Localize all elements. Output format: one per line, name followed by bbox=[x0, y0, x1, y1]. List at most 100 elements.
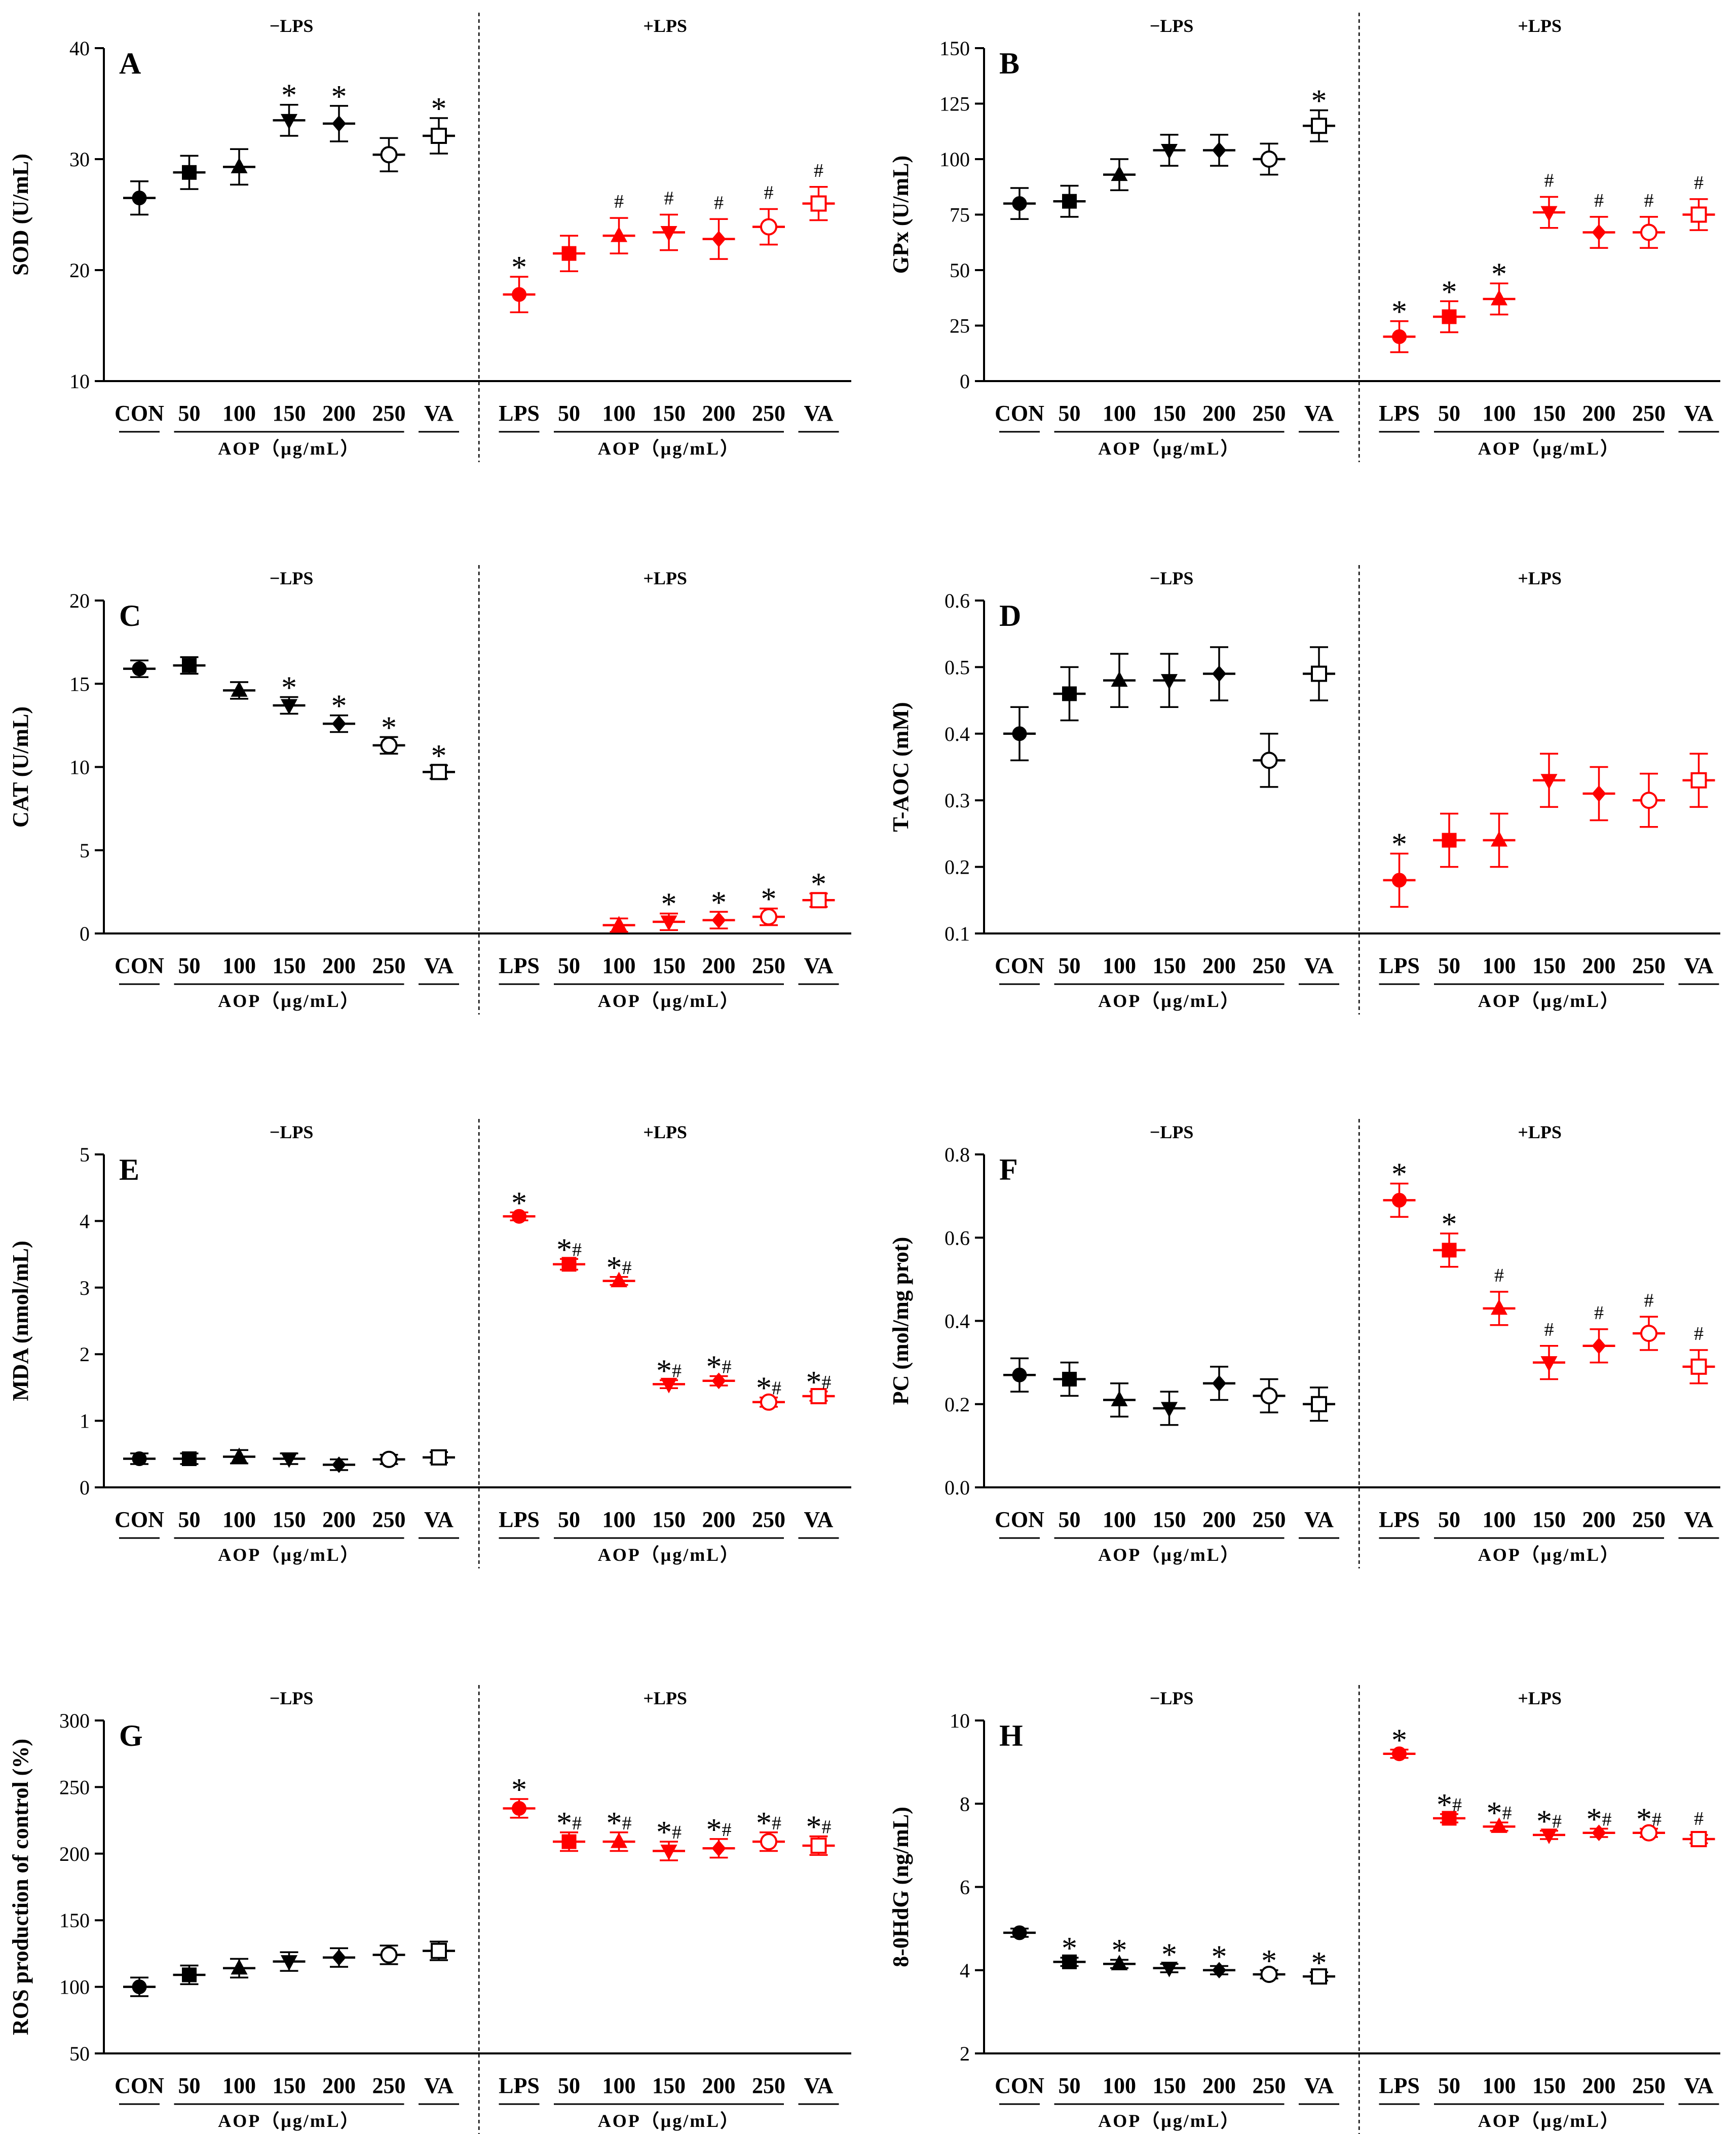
x-tick-label: VA bbox=[424, 401, 454, 426]
data-marker bbox=[711, 1372, 726, 1390]
data-point bbox=[1103, 158, 1136, 192]
data-point: # bbox=[1582, 1302, 1615, 1364]
data-point: * bbox=[372, 710, 405, 755]
data-point: *# bbox=[702, 1350, 735, 1390]
data-point: * bbox=[323, 80, 355, 142]
y-axis-label: 8-0HdG (ng/mL) bbox=[888, 1807, 913, 1967]
data-marker bbox=[1690, 206, 1707, 223]
data-marker bbox=[1490, 1817, 1508, 1833]
data-point: # bbox=[802, 160, 835, 221]
data-marker bbox=[332, 1456, 346, 1473]
x-tick-label: 100 bbox=[222, 2073, 256, 2098]
data-point bbox=[1253, 142, 1286, 176]
y-tick-label: 0.6 bbox=[945, 589, 970, 612]
y-tick-label: 0.2 bbox=[945, 1393, 970, 1416]
data-point bbox=[1633, 772, 1665, 828]
data-marker bbox=[1212, 1962, 1226, 1979]
y-tick-label: 125 bbox=[939, 93, 970, 116]
data-marker bbox=[1592, 224, 1606, 241]
significance-mark: *# bbox=[656, 1354, 682, 1388]
data-point: # bbox=[702, 192, 735, 260]
significance-mark: *# bbox=[806, 1365, 832, 1400]
data-point bbox=[1203, 134, 1235, 167]
data-point: * bbox=[802, 867, 835, 909]
x-tick-label: 50 bbox=[558, 953, 580, 978]
data-point bbox=[173, 656, 206, 675]
x-tick-label: 100 bbox=[1483, 1507, 1516, 1532]
x-tick-label: 150 bbox=[1153, 401, 1186, 426]
x-tick-label: VA bbox=[424, 2073, 454, 2098]
data-marker bbox=[1540, 1828, 1558, 1845]
y-tick-label: 5 bbox=[80, 839, 90, 862]
y-tick-label: 15 bbox=[69, 672, 90, 695]
data-marker bbox=[280, 1955, 298, 1971]
y-tick-label: 0 bbox=[80, 1476, 90, 1499]
data-marker bbox=[1012, 726, 1027, 741]
data-marker bbox=[1690, 1358, 1707, 1375]
x-tick-label: 200 bbox=[1582, 2073, 1616, 2098]
x-tick-label: 250 bbox=[1253, 2073, 1286, 2098]
significance-mark: *# bbox=[1587, 1803, 1612, 1837]
y-axis-label: MDA (nmol/mL) bbox=[8, 1241, 33, 1401]
significance-mark: * bbox=[711, 885, 727, 920]
data-marker bbox=[660, 1845, 677, 1860]
x-tick-label: 150 bbox=[1532, 401, 1566, 426]
data-marker bbox=[1212, 665, 1226, 682]
x-tick-label: 250 bbox=[372, 1507, 406, 1532]
data-marker bbox=[1260, 752, 1278, 769]
data-point: *# bbox=[1633, 1803, 1665, 1842]
data-marker bbox=[561, 1257, 577, 1272]
aop-label: AOP（μg/mL） bbox=[218, 2111, 360, 2131]
data-marker bbox=[561, 246, 577, 261]
data-marker bbox=[380, 146, 398, 164]
x-tick-label: 50 bbox=[1059, 1507, 1081, 1532]
aop-label: AOP（μg/mL） bbox=[1098, 438, 1240, 459]
data-point: * bbox=[1303, 84, 1335, 142]
x-tick-label: 250 bbox=[1253, 1507, 1286, 1532]
x-tick-label: CON bbox=[995, 2073, 1044, 2098]
data-marker bbox=[1111, 1391, 1128, 1407]
y-tick-label: 40 bbox=[69, 37, 90, 60]
data-marker bbox=[431, 764, 447, 780]
significance-mark: * bbox=[1311, 84, 1327, 119]
chart-panel-d: 0.1 0.2 0.3 0.4 0.5 0.6 T-AOC (mM) D −LPS +LPS CON… bbox=[888, 565, 1720, 1015]
data-point bbox=[1153, 134, 1186, 167]
x-tick-label: LPS bbox=[1379, 2073, 1420, 2098]
x-tick-label: 250 bbox=[372, 2073, 406, 2098]
data-marker bbox=[1540, 774, 1558, 790]
significance-mark: *# bbox=[1437, 1788, 1462, 1822]
significance-mark: # bbox=[1594, 1302, 1604, 1324]
data-marker bbox=[431, 128, 447, 144]
data-marker bbox=[182, 1451, 197, 1466]
chart-panel-h: 2 4 6 8 10 8-0HdG (ng/mL) H −LPS +LPS CON 50 100 150… bbox=[888, 1685, 1720, 2134]
data-marker bbox=[1311, 118, 1327, 134]
data-point bbox=[1483, 812, 1516, 868]
data-marker bbox=[1540, 1356, 1558, 1372]
x-tick-label: 150 bbox=[652, 1507, 686, 1532]
y-tick-label: 10 bbox=[69, 370, 90, 393]
x-tick-label: LPS bbox=[499, 401, 540, 426]
y-tick-label: 0.2 bbox=[945, 856, 970, 879]
data-point: *# bbox=[1582, 1803, 1615, 1842]
data-point bbox=[273, 1452, 306, 1468]
x-tick-label: 200 bbox=[322, 953, 356, 978]
x-tick-label: CON bbox=[115, 953, 164, 978]
x-tick-label: 200 bbox=[1582, 1507, 1616, 1532]
data-point: *# bbox=[802, 1810, 835, 1856]
data-marker bbox=[380, 1450, 398, 1468]
group-label-plus-lps: +LPS bbox=[643, 1688, 687, 1708]
significance-mark: # bbox=[1694, 172, 1704, 194]
significance-mark: * bbox=[1391, 295, 1407, 329]
group-label-plus-lps: +LPS bbox=[1518, 16, 1562, 36]
y-axis-label: SOD (U/mL) bbox=[8, 154, 33, 276]
data-marker bbox=[660, 1377, 677, 1394]
panel-label: H bbox=[999, 1719, 1023, 1752]
aop-label: AOP（μg/mL） bbox=[1478, 438, 1620, 459]
significance-mark: # bbox=[1544, 170, 1554, 191]
data-point bbox=[1433, 812, 1465, 868]
data-point bbox=[1003, 706, 1036, 762]
y-tick-label: 4 bbox=[960, 1959, 970, 1982]
data-point: * bbox=[1203, 1940, 1235, 1979]
group-label-plus-lps: +LPS bbox=[643, 16, 687, 36]
y-tick-label: 10 bbox=[950, 1709, 970, 1732]
